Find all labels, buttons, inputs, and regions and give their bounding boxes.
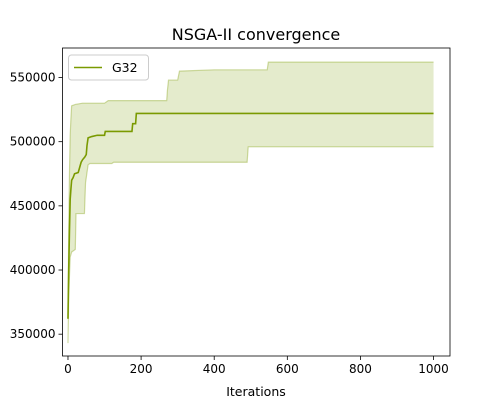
x-axis-ticks: 0 200 400 600 800 1000 (64, 356, 449, 376)
x-axis-label: Iterations (226, 384, 286, 399)
plot-area (67, 61, 434, 344)
x-tick-label: 800 (349, 362, 372, 376)
y-tick-label: 400000 (10, 263, 56, 277)
axes-frame (62, 47, 451, 357)
series-band-upper-edge-g32 (67, 61, 434, 319)
legend: G32 (68, 54, 149, 81)
x-tick-label: 600 (276, 362, 299, 376)
chart-title: NSGA-II convergence (172, 25, 341, 44)
y-tick-label: 500000 (10, 135, 56, 149)
series-line-g32 (67, 112, 434, 319)
y-axis-ticks: 350000 400000 450000 500000 550000 (10, 71, 63, 341)
y-tick-label: 450000 (10, 199, 56, 213)
x-tick-label: 0 (64, 362, 72, 376)
legend-label-g32: G32 (112, 60, 138, 75)
y-tick-label: 350000 (10, 327, 56, 341)
series-band-g32 (67, 62, 434, 344)
y-tick-label: 550000 (10, 71, 56, 85)
series-band-lower-edge-g32 (67, 146, 434, 344)
x-tick-label: 400 (203, 362, 226, 376)
x-tick-label: 200 (130, 362, 153, 376)
x-tick-label: 1000 (418, 362, 449, 376)
legend-box (68, 54, 149, 81)
